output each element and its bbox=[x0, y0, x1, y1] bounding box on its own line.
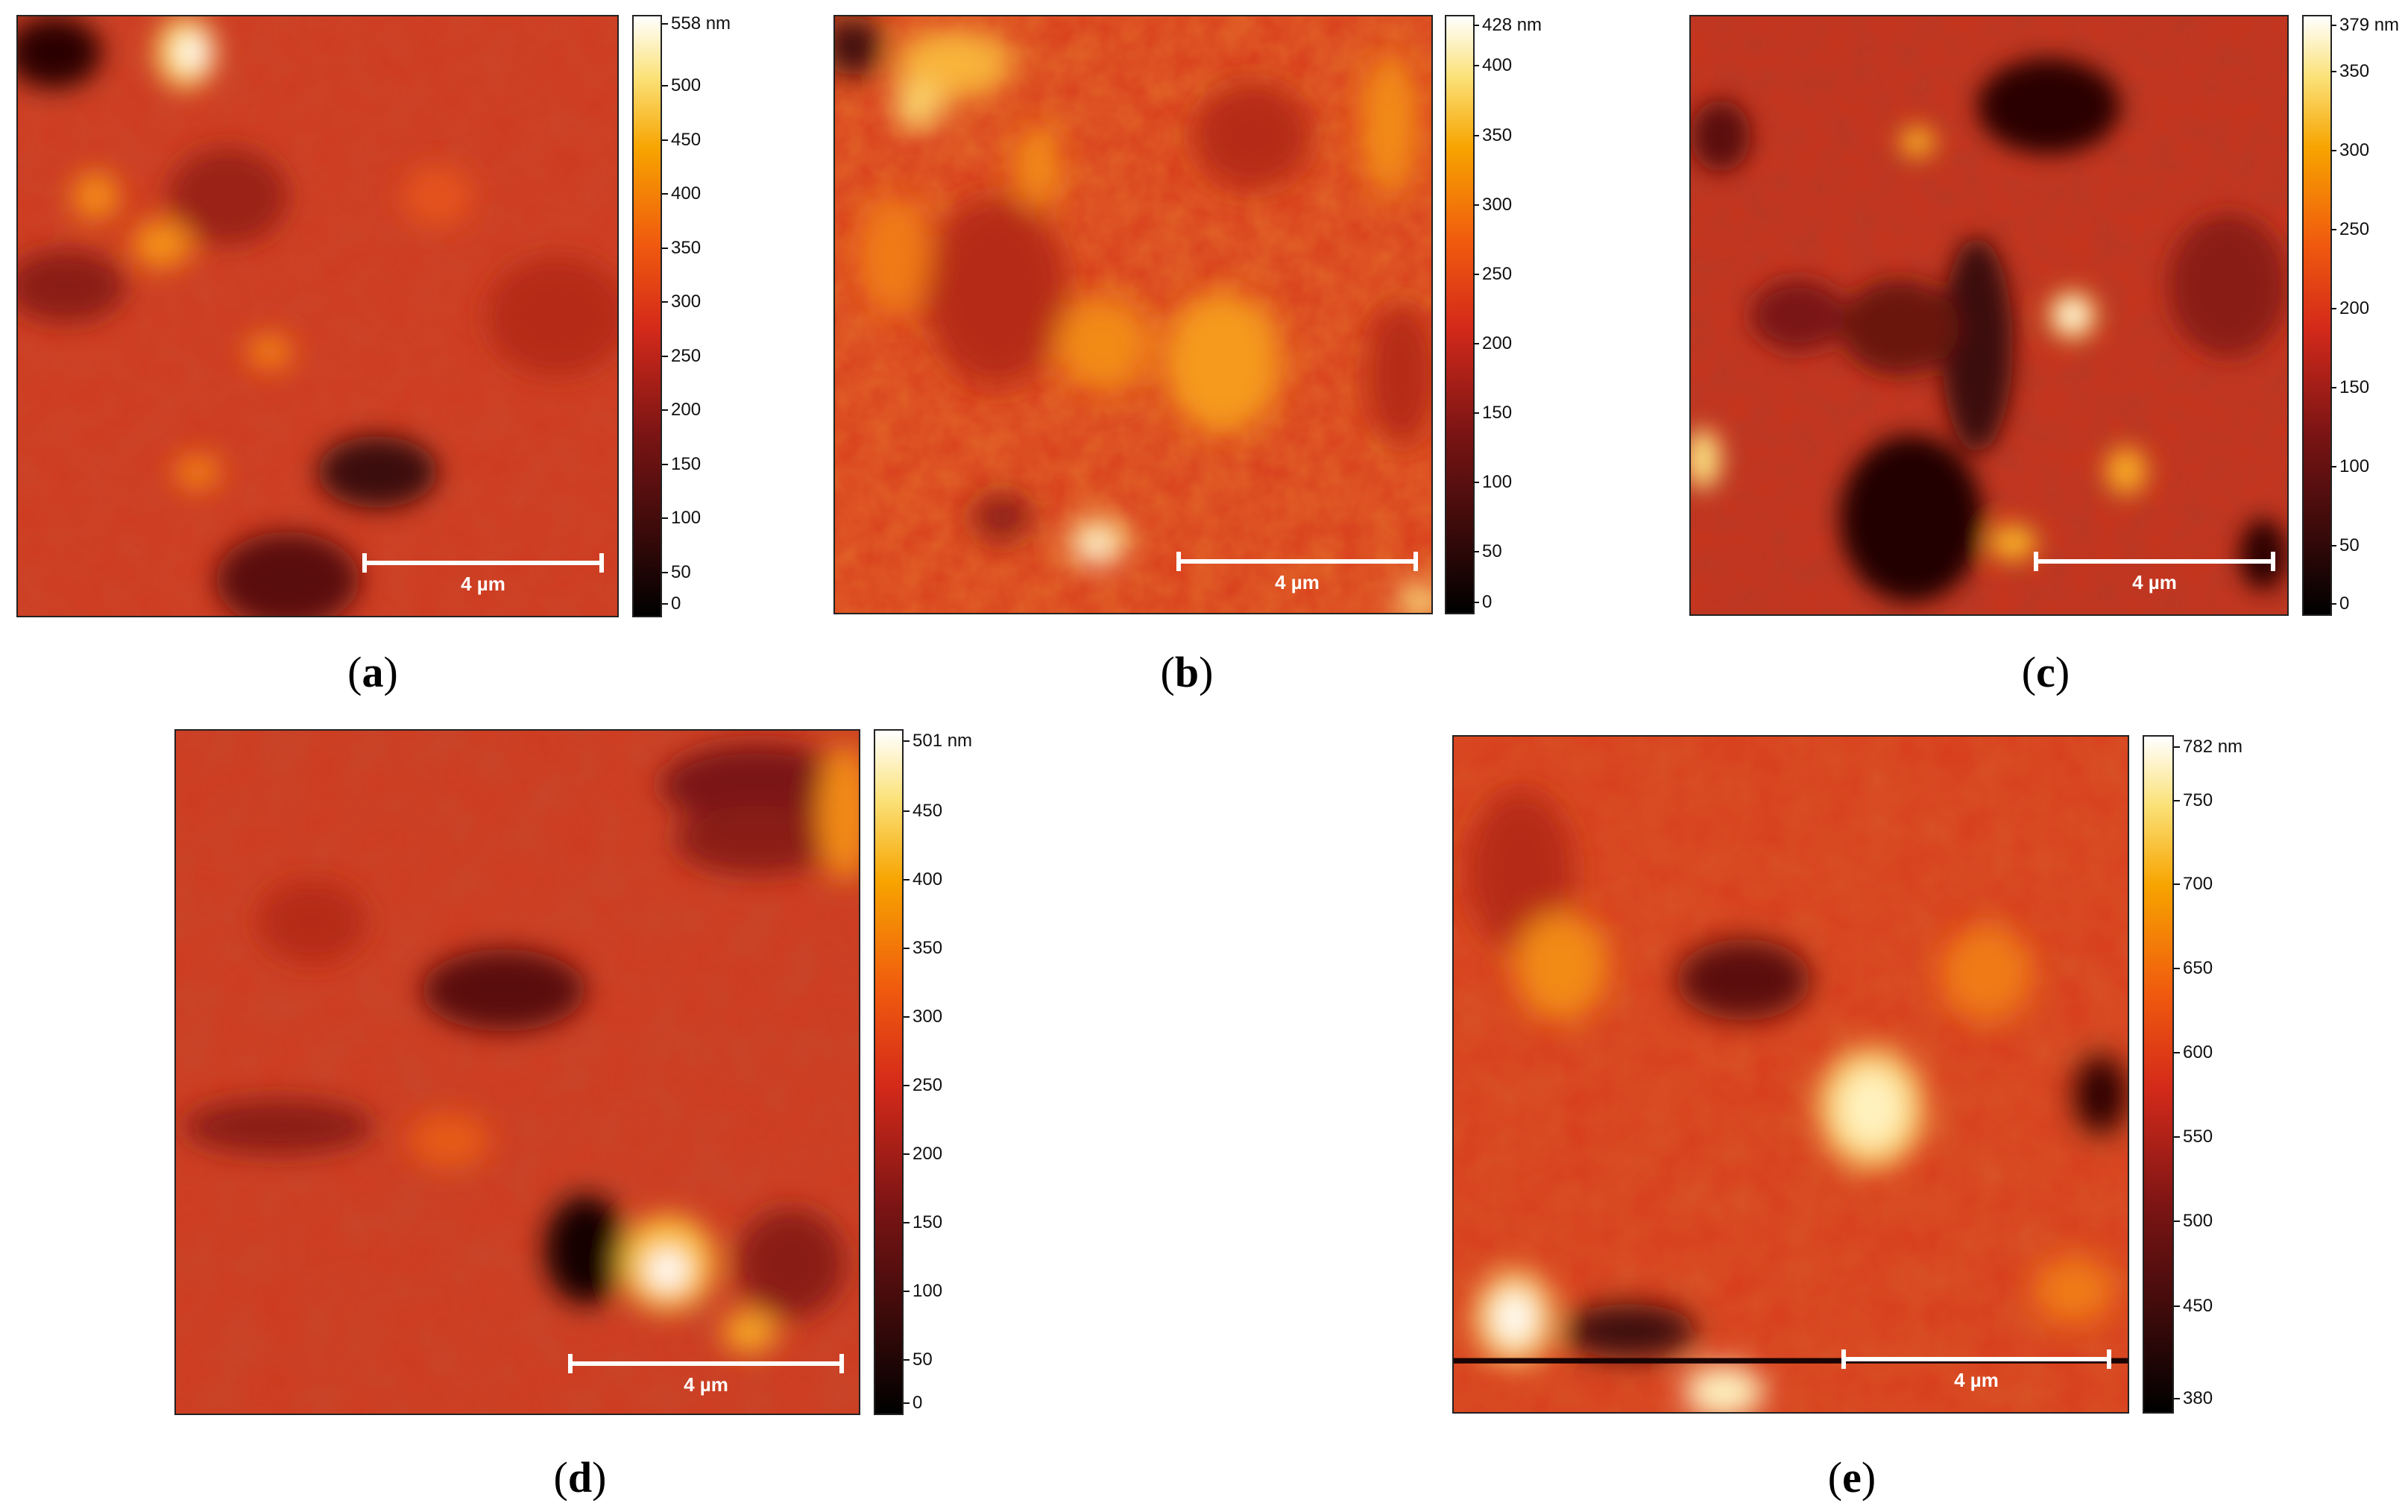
afm-image-c: 4 µm bbox=[1689, 15, 2289, 616]
colorbar-tick: 350 bbox=[1472, 125, 1513, 145]
scale-bar-d: 4 µm bbox=[568, 1354, 844, 1396]
scale-bar-label-d: 4 µm bbox=[684, 1373, 728, 1396]
colorbar-tick: 250 bbox=[1472, 264, 1513, 284]
colorbar-tick: 500 bbox=[2173, 1211, 2213, 1231]
afm-image-e: 4 µm bbox=[1452, 735, 2129, 1414]
colorbar-tick: 450 bbox=[903, 801, 943, 821]
scale-bar-c: 4 µm bbox=[2034, 552, 2275, 593]
colorbar-tick: 250 bbox=[2330, 219, 2370, 239]
colorbar-tick: 450 bbox=[2173, 1296, 2213, 1316]
colorbar-tick: 200 bbox=[2330, 298, 2370, 318]
colorbar-tick: 300 bbox=[2330, 140, 2370, 160]
afm-topography-a bbox=[18, 16, 617, 616]
caption-d: (d) bbox=[553, 1453, 607, 1502]
colorbar-tick: 350 bbox=[661, 238, 702, 258]
colorbar-tick: 600 bbox=[2173, 1042, 2213, 1062]
colorbar-tick: 350 bbox=[903, 938, 943, 958]
colorbar-tick: 650 bbox=[2173, 958, 2213, 978]
colorbar-tick: 50 bbox=[662, 562, 691, 582]
colorbar-tick: 0 bbox=[1472, 592, 1493, 612]
colorbar-tick: 100 bbox=[903, 1281, 943, 1301]
colorbar-tick: 100 bbox=[1472, 472, 1513, 492]
colorbar-c bbox=[2302, 15, 2332, 616]
scale-bar-label-a: 4 µm bbox=[461, 573, 505, 595]
colorbar-max-label-c: 379 nm bbox=[2330, 15, 2400, 35]
colorbar-tick: 250 bbox=[661, 346, 702, 366]
colorbar-tick: 0 bbox=[2330, 593, 2350, 614]
afm-image-b: 4 µm bbox=[833, 15, 1433, 614]
colorbar-d bbox=[874, 729, 904, 1415]
scale-bar-label-e: 4 µm bbox=[1954, 1369, 1999, 1391]
colorbar-tick: 400 bbox=[661, 183, 702, 204]
colorbar-tick: 0 bbox=[903, 1393, 923, 1413]
afm-topography-b bbox=[835, 16, 1431, 613]
colorbar-tick: 400 bbox=[903, 869, 943, 889]
afm-topography-e bbox=[1454, 737, 2128, 1412]
colorbar-max-label-b: 428 nm bbox=[1472, 15, 1542, 35]
colorbar-tick: 100 bbox=[661, 508, 702, 528]
caption-a: (a) bbox=[347, 648, 398, 696]
colorbar-tick: 100 bbox=[2330, 456, 2370, 476]
colorbar-tick: 450 bbox=[661, 130, 702, 150]
colorbar-e bbox=[2143, 735, 2174, 1414]
colorbar-tick: 150 bbox=[903, 1212, 943, 1232]
colorbar-tick: 200 bbox=[661, 400, 702, 420]
caption-e: (e) bbox=[1827, 1453, 1876, 1502]
colorbar-tick: 350 bbox=[2330, 61, 2370, 81]
colorbar-max-label-d: 501 nm bbox=[903, 731, 973, 751]
scale-bar-label-c: 4 µm bbox=[2132, 571, 2177, 593]
colorbar-tick: 750 bbox=[2173, 790, 2213, 810]
colorbar-tick: 50 bbox=[904, 1349, 933, 1370]
colorbar-max-label-a: 558 nm bbox=[661, 13, 731, 34]
colorbar-tick: 300 bbox=[903, 1007, 943, 1027]
scale-bar-label-b: 4 µm bbox=[1275, 571, 1320, 593]
colorbar-tick: 150 bbox=[1472, 403, 1513, 423]
colorbar-tick: 550 bbox=[2173, 1127, 2213, 1147]
colorbar-a bbox=[632, 15, 662, 617]
scale-bar-a: 4 µm bbox=[362, 553, 604, 595]
caption-c: (c) bbox=[2021, 648, 2070, 696]
colorbar-b bbox=[1445, 15, 1475, 614]
colorbar-max-label-e: 782 nm bbox=[2173, 737, 2243, 757]
scale-bar-e: 4 µm bbox=[1841, 1349, 2111, 1391]
colorbar-tick: 500 bbox=[661, 75, 702, 95]
colorbar-tick: 700 bbox=[2173, 874, 2213, 894]
colorbar-tick: 300 bbox=[661, 292, 702, 312]
afm-topography-c bbox=[1691, 16, 2287, 614]
colorbar-tick: 300 bbox=[1472, 195, 1513, 215]
afm-image-d: 4 µm bbox=[174, 729, 860, 1415]
colorbar-tick: 200 bbox=[1472, 333, 1513, 353]
colorbar-tick: 400 bbox=[1472, 55, 1513, 75]
afm-image-a: 4 µm bbox=[16, 15, 619, 617]
colorbar-tick: 0 bbox=[661, 593, 681, 614]
colorbar-tick: 250 bbox=[903, 1075, 943, 1095]
afm-topography-d bbox=[176, 731, 859, 1414]
colorbar-tick: 50 bbox=[2330, 535, 2360, 555]
caption-b: (b) bbox=[1160, 648, 1214, 696]
colorbar-tick: 50 bbox=[1473, 541, 1502, 561]
colorbar-tick: 200 bbox=[903, 1144, 943, 1164]
colorbar-tick: 380 bbox=[2173, 1388, 2213, 1408]
colorbar-tick: 150 bbox=[661, 454, 702, 474]
scale-bar-b: 4 µm bbox=[1176, 552, 1418, 593]
colorbar-tick: 150 bbox=[2330, 377, 2370, 397]
